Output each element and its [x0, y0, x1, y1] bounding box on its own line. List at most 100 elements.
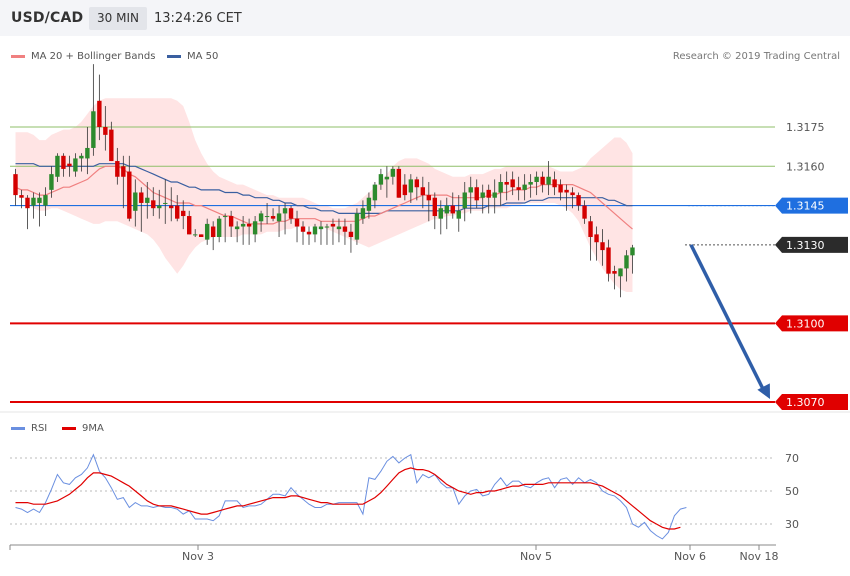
- candle-body: [37, 197, 42, 203]
- candle-down: [246, 218, 252, 245]
- candle-up: [73, 153, 78, 177]
- rsi-tick-label: 50: [785, 485, 799, 498]
- candle-body: [288, 208, 294, 219]
- price-tag-support: [775, 394, 848, 410]
- candle-down: [103, 106, 108, 151]
- candle-body: [348, 231, 354, 237]
- candle-body: [127, 171, 132, 219]
- candle-down: [594, 226, 599, 261]
- candle-body: [169, 205, 174, 209]
- candle-body: [145, 197, 150, 203]
- candle-up: [234, 221, 240, 243]
- candle-body: [324, 226, 330, 228]
- candle-up: [372, 182, 378, 209]
- candle-up: [240, 216, 246, 245]
- candle-body: [396, 168, 402, 198]
- candle-up: [91, 64, 96, 156]
- price-tick-label: 1.3100: [786, 317, 825, 330]
- candle-up: [630, 244, 635, 274]
- candle-body: [276, 213, 282, 222]
- candle-down: [97, 74, 102, 141]
- legend-ma-bb-label: MA 20 + Bollinger Bands: [31, 51, 156, 62]
- timeframe-button[interactable]: 30 MIN: [89, 7, 147, 30]
- candle-up: [193, 229, 198, 237]
- candle-up: [264, 202, 270, 224]
- rsi-tick-label: 30: [785, 518, 799, 531]
- candle-down: [127, 155, 132, 222]
- candle-body: [534, 176, 539, 182]
- candle-up: [204, 218, 210, 245]
- candle-up: [546, 161, 551, 196]
- ma-bb-swatch: [11, 54, 25, 58]
- candle-up: [312, 223, 318, 243]
- ma9-line: [15, 467, 681, 530]
- candle-body: [582, 205, 587, 219]
- candle-body: [97, 100, 102, 127]
- candle-down: [474, 179, 479, 209]
- candle-down: [121, 155, 126, 209]
- candle-up: [43, 187, 48, 217]
- candle-down: [228, 210, 234, 237]
- candle-up: [378, 168, 384, 190]
- candle-up: [324, 223, 330, 245]
- candle-body: [109, 129, 114, 162]
- candle-down: [342, 218, 348, 245]
- candle-body: [336, 226, 342, 230]
- candle-body: [588, 221, 593, 237]
- candle-down: [504, 171, 509, 201]
- candle-up: [624, 250, 629, 282]
- candle-down: [67, 155, 72, 177]
- candle-up: [456, 195, 461, 232]
- candle-body: [510, 179, 515, 188]
- candle-body: [372, 184, 378, 201]
- candle-body: [528, 182, 533, 185]
- candle-body: [43, 195, 48, 206]
- candle-body: [181, 210, 186, 217]
- rsi-tick-label: 70: [785, 452, 799, 465]
- candle-body: [282, 208, 288, 214]
- candle-down: [486, 184, 491, 214]
- candle-down: [558, 179, 563, 201]
- candle-up: [258, 210, 264, 232]
- candle-down: [169, 187, 174, 222]
- bollinger-band-fill: [15, 98, 633, 292]
- candle-body: [360, 208, 366, 219]
- candle-body: [163, 202, 168, 204]
- forecast-arrow-shaft: [689, 244, 766, 392]
- candle-down: [13, 168, 18, 206]
- candle-down: [330, 218, 336, 245]
- candle-body: [121, 166, 126, 177]
- candle-down: [294, 210, 300, 243]
- candle-down: [564, 184, 569, 211]
- candle-body: [600, 242, 605, 251]
- candle-down: [210, 221, 216, 251]
- candle-body: [426, 195, 432, 201]
- candle-down: [175, 195, 180, 222]
- candle-down: [606, 239, 611, 282]
- forecast-arrow: [689, 244, 770, 399]
- candle-up: [37, 192, 42, 227]
- candle-body: [175, 205, 180, 219]
- candle-body: [222, 216, 228, 218]
- price-tag-pivot: [775, 197, 848, 214]
- candle-up: [85, 127, 90, 175]
- candle-body: [462, 192, 467, 209]
- candle-down: [426, 182, 432, 222]
- candle-down: [450, 192, 455, 219]
- candles: [13, 64, 635, 298]
- candle-body: [91, 111, 96, 148]
- candle-body: [67, 163, 72, 167]
- candle-up: [384, 166, 390, 198]
- candle-body: [264, 216, 270, 218]
- candle-up: [360, 200, 366, 224]
- candle-up: [336, 218, 342, 243]
- candle-body: [618, 268, 623, 277]
- candle-body: [31, 197, 36, 206]
- candle-body: [546, 176, 551, 185]
- price-tick-label: 1.3160: [786, 160, 825, 173]
- candle-up: [49, 166, 54, 198]
- candle-body: [318, 226, 324, 230]
- candle-down: [420, 176, 426, 209]
- candle-body: [408, 179, 414, 193]
